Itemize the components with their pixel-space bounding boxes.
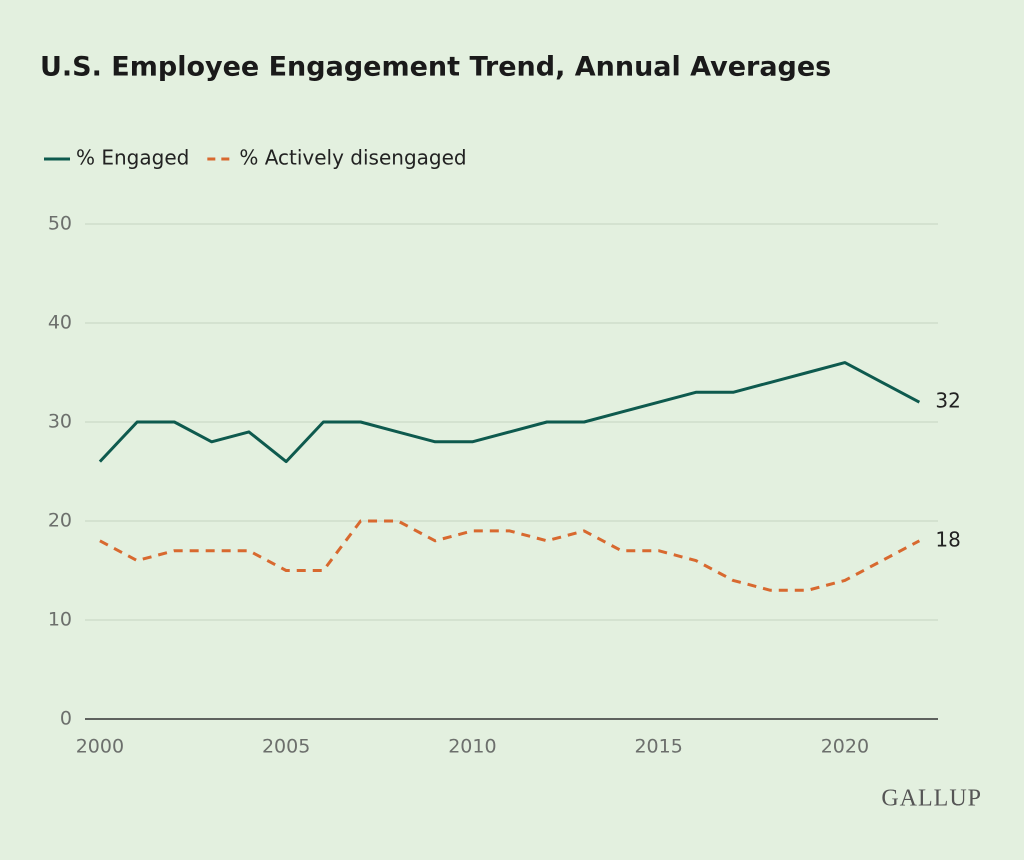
y-tick-label: 50 (48, 213, 72, 235)
y-tick-label: 0 (60, 708, 72, 730)
legend-label: % Actively disengaged (239, 146, 466, 170)
logo: GALLUP (881, 786, 982, 812)
x-tick-label: 2005 (262, 736, 310, 758)
end-label: 18 (935, 527, 960, 551)
series-line (98, 361, 921, 464)
x-tick-label: 2015 (634, 736, 682, 758)
y-tick-label: 10 (48, 609, 72, 631)
y-tick-label: 20 (48, 510, 72, 532)
y-tick-label: 40 (48, 312, 72, 334)
chart-title: U.S. Employee Engagement Trend, Annual A… (40, 52, 831, 83)
series-line (99, 519, 921, 592)
x-tick-label: 2010 (448, 736, 496, 758)
legend-label: % Engaged (76, 146, 189, 170)
end-label: 32 (935, 389, 960, 413)
y-tick-label: 30 (48, 411, 72, 433)
x-tick-label: 2000 (76, 736, 124, 758)
x-tick-label: 2020 (821, 736, 869, 758)
